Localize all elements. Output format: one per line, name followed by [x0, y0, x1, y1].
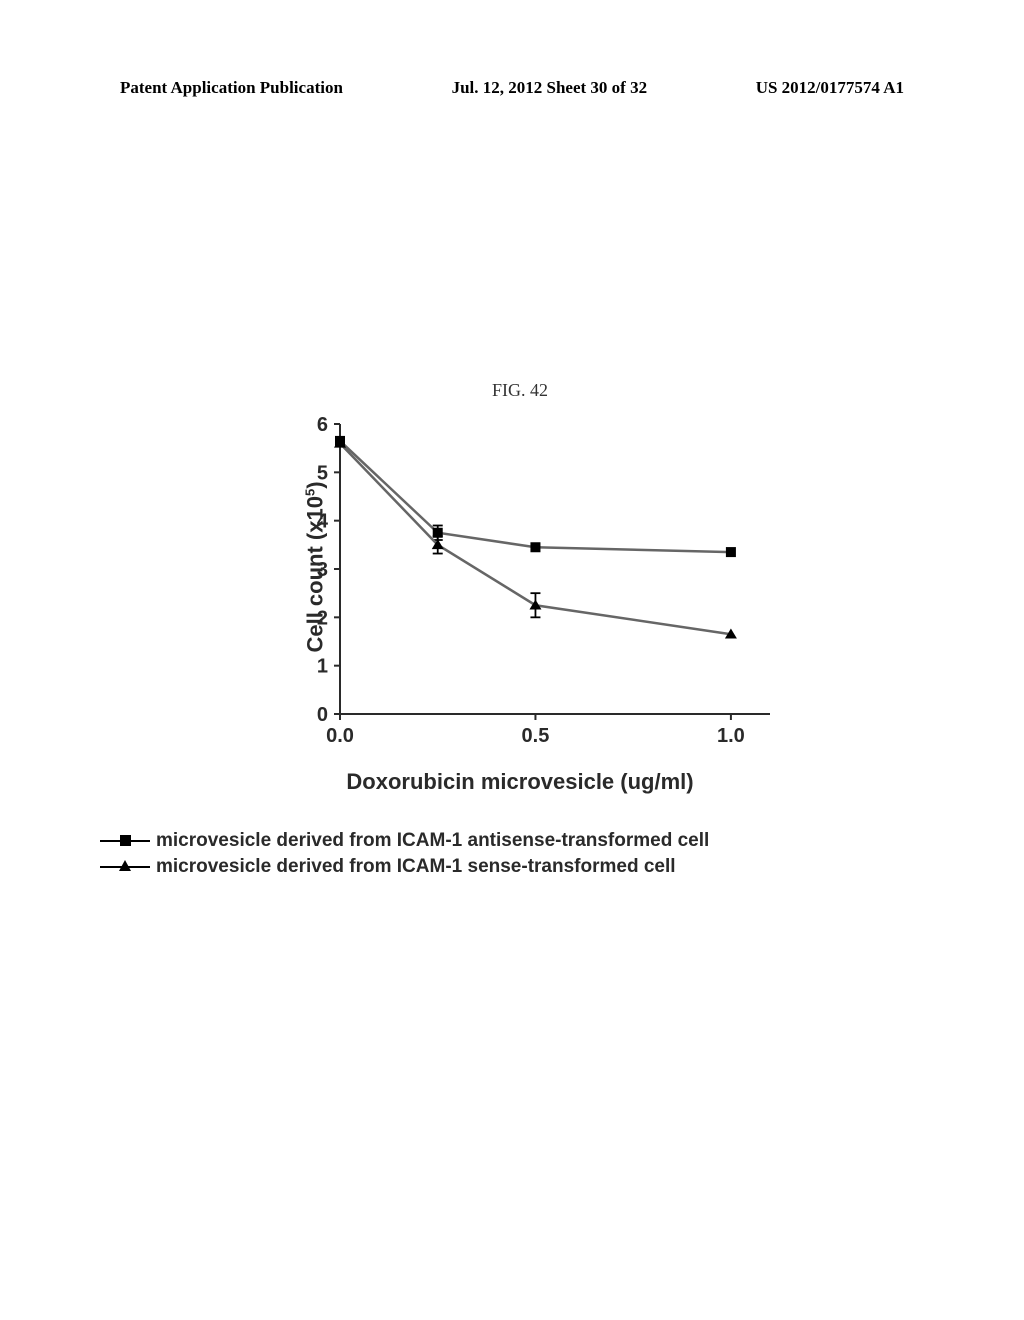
page-header: Patent Application Publication Jul. 12, …: [120, 78, 904, 98]
svg-text:0.0: 0.0: [326, 725, 354, 747]
legend-row: microvesicle derived from ICAM-1 sense-t…: [100, 856, 709, 878]
svg-text:1.0: 1.0: [717, 725, 745, 747]
header-right: US 2012/0177574 A1: [756, 78, 904, 98]
y-axis-label: Cell count (x105): [302, 481, 328, 652]
svg-text:1: 1: [317, 656, 328, 678]
chart-wrapper: Cell count (x105) 01234560.00.51.0: [250, 409, 790, 759]
legend-label: microvesicle derived from ICAM-1 antisen…: [156, 830, 709, 852]
header-left: Patent Application Publication: [120, 78, 343, 98]
legend-marker-square-icon: [100, 831, 150, 851]
x-axis-label: Doxorubicin microvesicle (ug/ml): [250, 769, 790, 795]
ylabel-exponent: 5: [302, 488, 317, 495]
ylabel-suffix: ): [303, 481, 328, 488]
svg-text:6: 6: [317, 414, 328, 436]
figure-container: FIG. 42 Cell count (x105) 01234560.00.51…: [250, 380, 790, 795]
chart-svg: 01234560.00.51.0: [250, 409, 790, 759]
legend-label: microvesicle derived from ICAM-1 sense-t…: [156, 856, 676, 878]
legend-row: microvesicle derived from ICAM-1 antisen…: [100, 830, 709, 852]
ylabel-prefix: Cell count (x10: [303, 496, 328, 652]
svg-text:0: 0: [317, 704, 328, 726]
header-center: Jul. 12, 2012 Sheet 30 of 32: [452, 78, 648, 98]
legend: microvesicle derived from ICAM-1 antisen…: [100, 830, 709, 882]
svg-text:0.5: 0.5: [522, 725, 550, 747]
figure-title: FIG. 42: [250, 380, 790, 401]
legend-marker-triangle-icon: [100, 857, 150, 877]
